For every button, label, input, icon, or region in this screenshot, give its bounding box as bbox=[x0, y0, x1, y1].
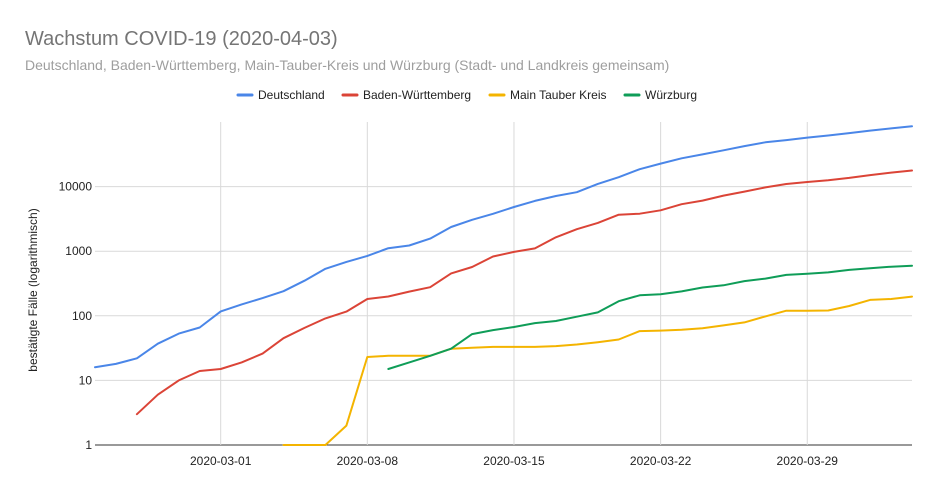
legend-item: Main Tauber Kreis bbox=[488, 88, 607, 102]
y-tick-label: 1 bbox=[85, 438, 92, 452]
y-tick-label: 1000 bbox=[65, 244, 92, 258]
series-lines bbox=[94, 125, 913, 446]
y-axis-label: bestätigte Fälle (logarithmisch) bbox=[26, 208, 40, 371]
legend: Deutschland Baden-Württemberg Main Tauber … bbox=[236, 88, 697, 102]
y-tick-label: 10000 bbox=[59, 180, 93, 194]
x-tick-label: 2020-03-01 bbox=[190, 454, 252, 468]
y-tick-label: 10 bbox=[79, 373, 93, 387]
axis-ticks: 1 10 100 1000 10000 2020-03-01 2020-03-08 2020-… bbox=[59, 180, 839, 468]
legend-label: Würzburg bbox=[645, 88, 697, 102]
legend-item: Würzburg bbox=[623, 88, 697, 102]
x-tick-label: 2020-03-08 bbox=[337, 454, 399, 468]
x-tick-label: 2020-03-29 bbox=[777, 454, 839, 468]
legend-label: Baden-Württemberg bbox=[363, 88, 471, 102]
series-line-0 bbox=[94, 125, 913, 369]
legend-item: Deutschland bbox=[236, 88, 325, 102]
legend-label: Deutschland bbox=[258, 88, 325, 102]
series-line-3 bbox=[387, 264, 913, 370]
x-tick-label: 2020-03-22 bbox=[630, 454, 692, 468]
y-tick-label: 100 bbox=[72, 309, 92, 323]
chart-subtitle: Deutschland, Baden-Württemberg, Main-Tau… bbox=[25, 57, 669, 73]
gridlines bbox=[95, 122, 912, 446]
legend-label: Main Tauber Kreis bbox=[510, 88, 607, 102]
legend-item: Baden-Württemberg bbox=[341, 88, 471, 102]
series-line-2 bbox=[282, 295, 913, 446]
x-tick-label: 2020-03-15 bbox=[483, 454, 545, 468]
chart-title: Wachstum COVID-19 (2020-04-03) bbox=[25, 28, 338, 50]
series-line-1 bbox=[135, 169, 913, 416]
